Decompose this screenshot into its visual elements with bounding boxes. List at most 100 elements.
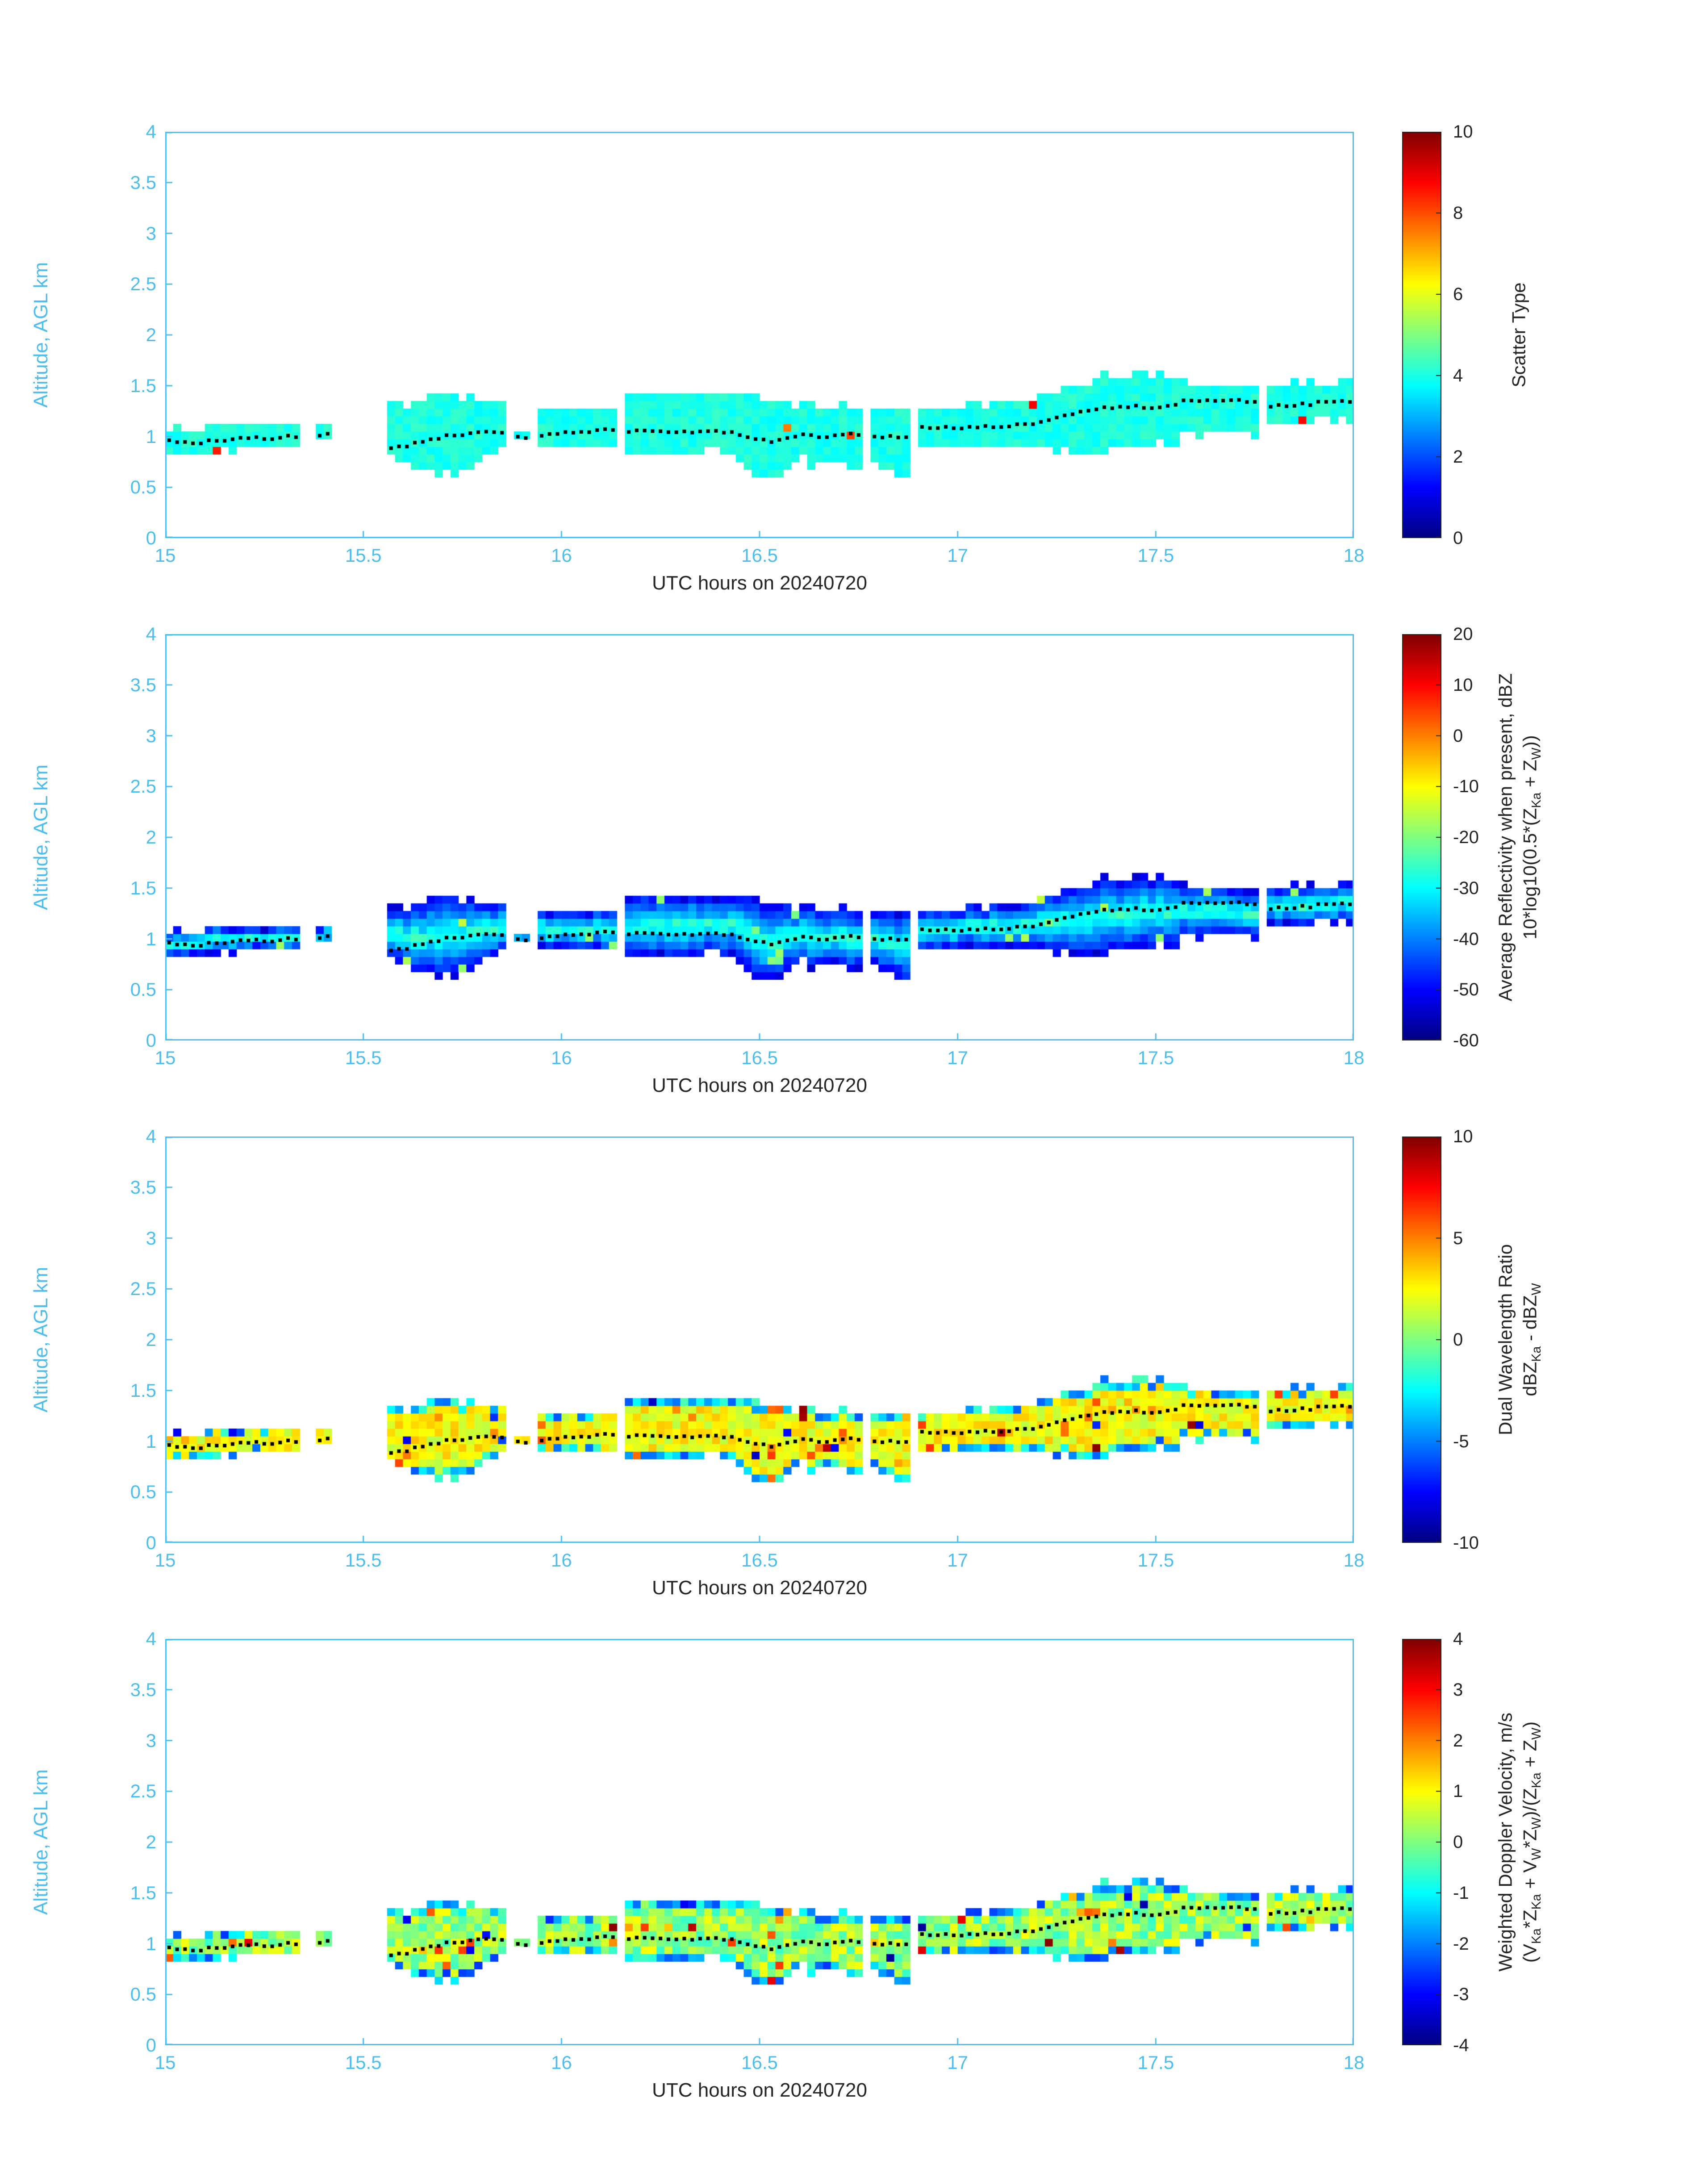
colorbar-tick-label: -2 <box>1453 1934 1469 1954</box>
x-tick-label: 17 <box>947 1550 969 1571</box>
colorbar-canvas <box>1402 132 1441 538</box>
colorbar-tick-label: 4 <box>1453 366 1463 385</box>
colorbar-canvas <box>1402 1639 1441 2045</box>
y-tick-label: 0.5 <box>130 476 156 498</box>
colorbar-tick-label: -30 <box>1453 878 1479 898</box>
x-tick-label: 17.5 <box>1137 1550 1174 1571</box>
y-tick-label: 1 <box>146 1933 156 1954</box>
colorbar-tick-label: -10 <box>1453 1533 1479 1553</box>
y-tick-label: 3.5 <box>130 1679 156 1700</box>
colorbar-title: Weighted Doppler Velocity, m/s (VKa*ZKa +… <box>1493 1713 1545 1972</box>
colorbar <box>1402 1639 1441 2045</box>
colorbar <box>1402 132 1441 538</box>
plot-area <box>165 634 1354 1040</box>
colorbar-tick-label: 10 <box>1453 122 1473 142</box>
y-tick-label: 1 <box>146 426 156 447</box>
colorbar-title-line: Average Reflectivity when present, dBZ <box>1495 673 1516 1002</box>
x-axis-label: UTC hours on 20240720 <box>652 1074 867 1096</box>
colorbar-title-line: dBZKa - dBZW <box>1519 1283 1544 1396</box>
colorbar <box>1402 1137 1441 1543</box>
x-tick-label: 15.5 <box>345 545 382 566</box>
y-tick-label: 0.5 <box>130 979 156 1000</box>
heatmap-canvas <box>165 1639 1354 2045</box>
x-tick-label: 17 <box>947 2052 969 2073</box>
y-tick-label: 1 <box>146 1430 156 1452</box>
colorbar-tick-label: -1 <box>1453 1883 1469 1903</box>
colorbar-title-line: Dual Wavelength Ratio <box>1495 1244 1516 1435</box>
y-tick-label: 4 <box>146 1628 156 1649</box>
x-tick-label: 15.5 <box>345 2052 382 2073</box>
x-tick-label: 17 <box>947 1047 969 1068</box>
colorbar-tick-label: -50 <box>1453 980 1479 1000</box>
colorbar-title: Scatter Type <box>1507 282 1532 387</box>
y-tick-label: 2.5 <box>130 273 156 295</box>
colorbar-canvas <box>1402 634 1441 1040</box>
colorbar-tick-label: -20 <box>1453 827 1479 847</box>
y-tick-label: 0 <box>146 527 156 548</box>
colorbar-tick-label: -4 <box>1453 2035 1469 2055</box>
colorbar-title: Dual Wavelength Ratio dBZKa - dBZW <box>1493 1244 1545 1435</box>
colorbar-tick-label: 10 <box>1453 675 1473 695</box>
x-tick-label: 15 <box>155 545 176 566</box>
y-tick-label: 4 <box>146 121 156 142</box>
heatmap-canvas <box>165 132 1354 538</box>
heatmap-canvas <box>165 1137 1354 1543</box>
x-tick-label: 16 <box>551 1047 572 1068</box>
y-tick-label: 2 <box>146 1329 156 1350</box>
y-tick-label: 0.5 <box>130 1984 156 2005</box>
y-tick-label: 3.5 <box>130 1176 156 1198</box>
y-tick-label: 0 <box>146 2035 156 2056</box>
y-tick-label: 3 <box>146 1730 156 1751</box>
colorbar-tick-label: 0 <box>1453 1330 1463 1350</box>
y-tick-label: 3.5 <box>130 674 156 695</box>
x-tick-label: 17.5 <box>1137 545 1174 566</box>
y-tick-label: 1 <box>146 928 156 949</box>
y-tick-label: 0.5 <box>130 1481 156 1503</box>
y-tick-label: 1.5 <box>130 1882 156 1903</box>
y-tick-label: 2 <box>146 827 156 848</box>
y-tick-label: 1.5 <box>130 877 156 898</box>
x-tick-label: 18 <box>1343 1047 1365 1068</box>
colorbar-tick-label: 1 <box>1453 1781 1463 1801</box>
x-tick-label: 16.5 <box>741 545 778 566</box>
colorbar-title-line: Scatter Type <box>1508 282 1529 388</box>
colorbar-tick-label: -40 <box>1453 929 1479 949</box>
colorbar-tick-label: 4 <box>1453 1629 1463 1649</box>
y-tick-label: 1.5 <box>130 1379 156 1401</box>
x-tick-label: 16 <box>551 1550 572 1571</box>
heatmap-canvas <box>165 634 1354 1040</box>
colorbar-tick-label: 20 <box>1453 624 1473 644</box>
y-tick-label: 0 <box>146 1532 156 1553</box>
y-tick-label: 2 <box>146 1831 156 1852</box>
x-tick-label: 15 <box>155 1047 176 1068</box>
y-tick-label: 3 <box>146 222 156 244</box>
x-tick-label: 17.5 <box>1137 1047 1174 1068</box>
plot-area <box>165 1137 1354 1543</box>
colorbar-tick-label: -3 <box>1453 1985 1469 2005</box>
x-axis-label: UTC hours on 20240720 <box>652 572 867 594</box>
x-tick-label: 16.5 <box>741 1550 778 1571</box>
x-tick-label: 16.5 <box>741 2052 778 2073</box>
x-tick-label: 17.5 <box>1137 2052 1174 2073</box>
plot-area <box>165 132 1354 538</box>
x-tick-label: 15 <box>155 1550 176 1571</box>
colorbar-tick-label: 10 <box>1453 1127 1473 1146</box>
y-tick-label: 2.5 <box>130 1278 156 1300</box>
x-tick-label: 18 <box>1343 545 1365 566</box>
x-tick-label: 15.5 <box>345 1550 382 1571</box>
colorbar-title: Average Reflectivity when present, dBZ 10… <box>1493 673 1545 1002</box>
colorbar-title-line: 10*log10(0.5*(ZKa + ZW)) <box>1519 735 1544 940</box>
plot-area <box>165 1639 1354 2045</box>
x-tick-label: 16 <box>551 2052 572 2073</box>
colorbar-tick-label: 2 <box>1453 1730 1463 1751</box>
colorbar-title-line: (VKa*ZKa + VW*ZW)/(ZKa + ZW) <box>1519 1721 1544 1963</box>
y-tick-label: 4 <box>146 1126 156 1147</box>
colorbar-tick-label: 8 <box>1453 203 1463 223</box>
colorbar-canvas <box>1402 1137 1441 1543</box>
x-tick-label: 18 <box>1343 2052 1365 2073</box>
y-tick-label: 3 <box>146 725 156 746</box>
y-tick-label: 3.5 <box>130 171 156 193</box>
x-tick-label: 17 <box>947 545 969 566</box>
x-tick-label: 18 <box>1343 1550 1365 1571</box>
y-tick-label: 3 <box>146 1227 156 1249</box>
